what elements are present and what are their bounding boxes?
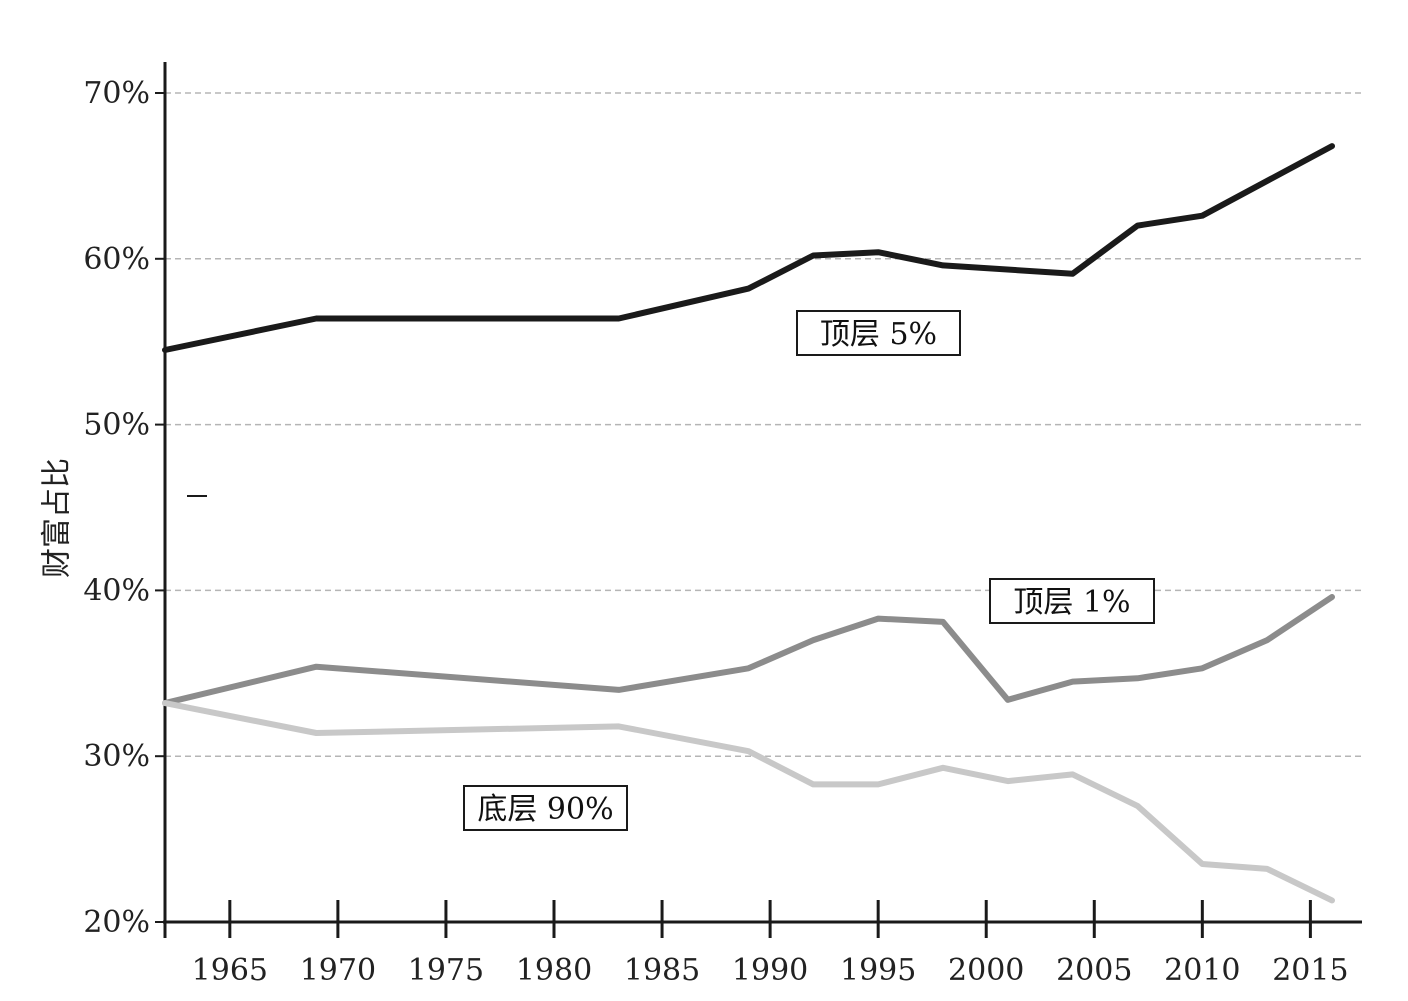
x-ticks: 1965 1970 1975 1980 1985 1990 1995 2000 2005 2010… — [192, 900, 1349, 988]
series-label-0: 顶层 5% — [820, 317, 937, 352]
series-label-box-1 — [989, 578, 1155, 624]
series-lines — [162, 143, 1335, 904]
series-label-2: 底层 90% — [477, 792, 613, 827]
x-tick-label-1990: 1990 — [732, 953, 808, 988]
series-labels: 顶层 5% 顶层 1% 底层 90% — [463, 310, 1155, 831]
x-tick-label-2000: 2000 — [948, 953, 1024, 988]
x-tick-label-1975: 1975 — [408, 953, 484, 988]
y-tick-label-50: 50% — [83, 408, 150, 443]
x-tick-label-1970: 1970 — [300, 953, 376, 988]
x-tick-label-1995: 1995 — [840, 953, 916, 988]
grid-lines — [165, 92, 1362, 757]
axes — [163, 62, 1362, 938]
y-tick-label-30: 30% — [83, 739, 150, 774]
y-tick-label-70: 70% — [83, 76, 150, 111]
series-label-box-2 — [463, 785, 628, 831]
series-line-0 — [162, 143, 1335, 353]
y-tick-label-40: 40% — [83, 573, 150, 608]
y-tick-label-60: 60% — [83, 242, 150, 277]
x-tick-label-1980: 1980 — [516, 953, 592, 988]
series-line-2 — [162, 700, 1335, 904]
y-axis-label: 财富占比 — [40, 458, 75, 578]
series-line-1 — [162, 594, 1335, 707]
series-label-1: 顶层 1% — [1013, 585, 1130, 620]
x-tick-label-2005: 2005 — [1056, 953, 1132, 988]
x-tick-label-2015: 2015 — [1272, 953, 1348, 988]
y-tick-label-20: 20% — [83, 905, 150, 940]
y-ticks: 20% 30% 40% 50% 60% 70% — [83, 76, 165, 940]
x-tick-label-2010: 2010 — [1164, 953, 1240, 988]
x-tick-label-1965: 1965 — [192, 953, 268, 988]
x-tick-label-1985: 1985 — [624, 953, 700, 988]
series-label-box-0 — [796, 310, 961, 356]
